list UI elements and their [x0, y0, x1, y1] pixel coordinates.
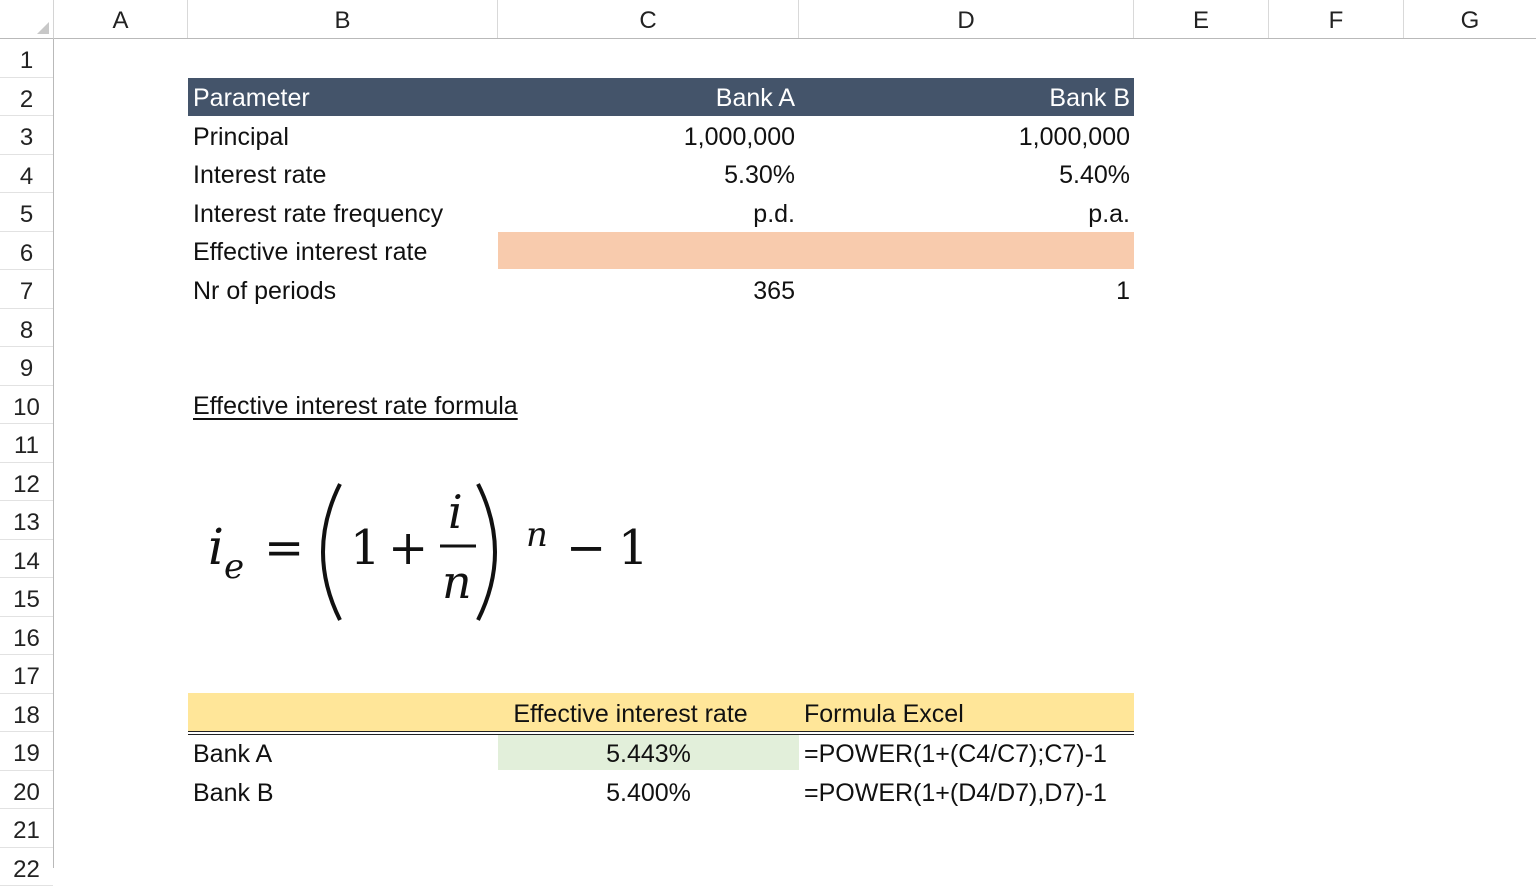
column-header-d[interactable]: D — [799, 0, 1134, 38]
table1-header-bar — [188, 78, 1134, 116]
formula-right-paren — [476, 483, 497, 621]
formula-plus: + — [388, 520, 428, 576]
cell-d5[interactable]: p.a. — [1088, 200, 1130, 228]
cell-c7[interactable]: 365 — [753, 277, 795, 305]
cell-b18[interactable] — [188, 694, 498, 732]
cell-b2[interactable]: Parameter — [193, 84, 310, 112]
row-header[interactable]: 5 — [0, 193, 53, 232]
row-header[interactable]: 6 — [0, 232, 53, 270]
effective-interest-rate-formula-image[interactable]: i e = 1 + i n n − 1 — [188, 460, 708, 640]
row-header[interactable]: 11 — [0, 424, 53, 463]
row-header[interactable]: 1 — [0, 39, 53, 78]
column-header-g[interactable]: G — [1460, 7, 1480, 34]
cell-d2[interactable]: Bank B — [1049, 84, 1130, 112]
select-all-corner[interactable] — [0, 0, 54, 39]
formula-exponent: n — [526, 515, 548, 555]
formula-equals: = — [264, 520, 304, 576]
cell-c5[interactable]: p.d. — [753, 200, 795, 228]
column-header-b[interactable]: B — [188, 0, 498, 38]
column-header-f[interactable]: F — [1269, 0, 1404, 38]
row-header[interactable]: 7 — [0, 270, 53, 309]
cell-b19[interactable]: Bank A — [193, 740, 273, 768]
column-header-c[interactable]: C — [498, 0, 799, 38]
row-header[interactable]: 21 — [0, 809, 53, 848]
cell-d7[interactable]: 1 — [1116, 277, 1130, 305]
formula-svg: i e = 1 + i n n − 1 — [208, 483, 649, 621]
cell-b6[interactable]: Effective interest rate — [193, 238, 428, 266]
row-header[interactable]: 13 — [0, 501, 53, 540]
select-all-triangle-icon — [37, 22, 49, 34]
cell-c18[interactable]: Effective interest rate — [513, 700, 748, 728]
cell-c20[interactable]: 5.400% — [606, 779, 691, 807]
row-header[interactable]: 2 — [0, 78, 53, 116]
formula-left-paren — [321, 483, 342, 621]
row-header[interactable]: 22 — [0, 848, 53, 886]
cell-c2[interactable]: Bank A — [715, 84, 795, 112]
row-header[interactable]: 14 — [0, 540, 53, 578]
cell-b20[interactable]: Bank B — [193, 779, 274, 807]
row-header[interactable]: 15 — [0, 578, 53, 617]
column-header-bar: A B C D E F G — [54, 0, 1536, 39]
formula-lhs-var: i — [208, 518, 224, 576]
cell-c6[interactable] — [498, 232, 799, 270]
row-header-bar: 1 2 3 4 5 6 7 8 9 10 11 12 13 14 15 16 1… — [0, 39, 54, 886]
row-header[interactable]: 18 — [0, 694, 53, 732]
column-header-e[interactable]: E — [1134, 0, 1269, 38]
formula-one: 1 — [350, 520, 381, 576]
cell-d18[interactable]: Formula Excel — [804, 700, 964, 728]
cell-c3[interactable]: 1,000,000 — [683, 123, 795, 151]
row-header[interactable]: 8 — [0, 309, 53, 347]
cell-b4[interactable]: Interest rate — [193, 161, 327, 189]
row-header[interactable]: 17 — [0, 655, 53, 694]
cell-c4[interactable]: 5.30% — [724, 161, 795, 189]
cell-b3[interactable]: Principal — [193, 123, 289, 151]
formula-tail: 1 — [618, 520, 649, 576]
cell-c19[interactable]: 5.443% — [606, 740, 691, 768]
row-header[interactable]: 3 — [0, 116, 53, 155]
formula-lhs-sub: e — [224, 547, 244, 587]
result-highlight-fill — [498, 735, 799, 770]
row-header[interactable]: 20 — [0, 771, 53, 809]
cell-b10[interactable]: Effective interest rate formula — [188, 386, 688, 424]
row-header[interactable]: 16 — [0, 617, 53, 655]
row-header[interactable]: 12 — [0, 463, 53, 501]
formula-denominator: n — [442, 555, 472, 609]
formula-minus: − — [566, 520, 606, 576]
row-header[interactable]: 9 — [0, 347, 53, 386]
formula-numerator: i — [448, 485, 463, 539]
cell-b7[interactable]: Nr of periods — [193, 277, 337, 305]
row-header[interactable]: 10 — [0, 386, 53, 424]
cell-d4[interactable]: 5.40% — [1059, 161, 1130, 189]
cell-d19[interactable]: =POWER(1+(C4/C7);C7)-1 — [804, 740, 1107, 768]
effective-rate-placeholder-fill — [498, 232, 1134, 269]
cell-d20[interactable]: =POWER(1+(D4/D7),D7)-1 — [804, 779, 1107, 807]
column-header-a[interactable]: A — [54, 0, 188, 38]
cell-d3[interactable]: 1,000,000 — [1018, 123, 1130, 151]
row-header[interactable]: 4 — [0, 155, 53, 193]
formula-title: Effective interest rate formula — [193, 392, 518, 420]
table2-header-bar — [188, 693, 1134, 731]
table2-header-double-border — [188, 731, 1134, 735]
cell-b5[interactable]: Interest rate frequency — [193, 200, 444, 228]
row-header[interactable]: 19 — [0, 732, 53, 771]
cell-d6[interactable] — [799, 232, 1134, 270]
